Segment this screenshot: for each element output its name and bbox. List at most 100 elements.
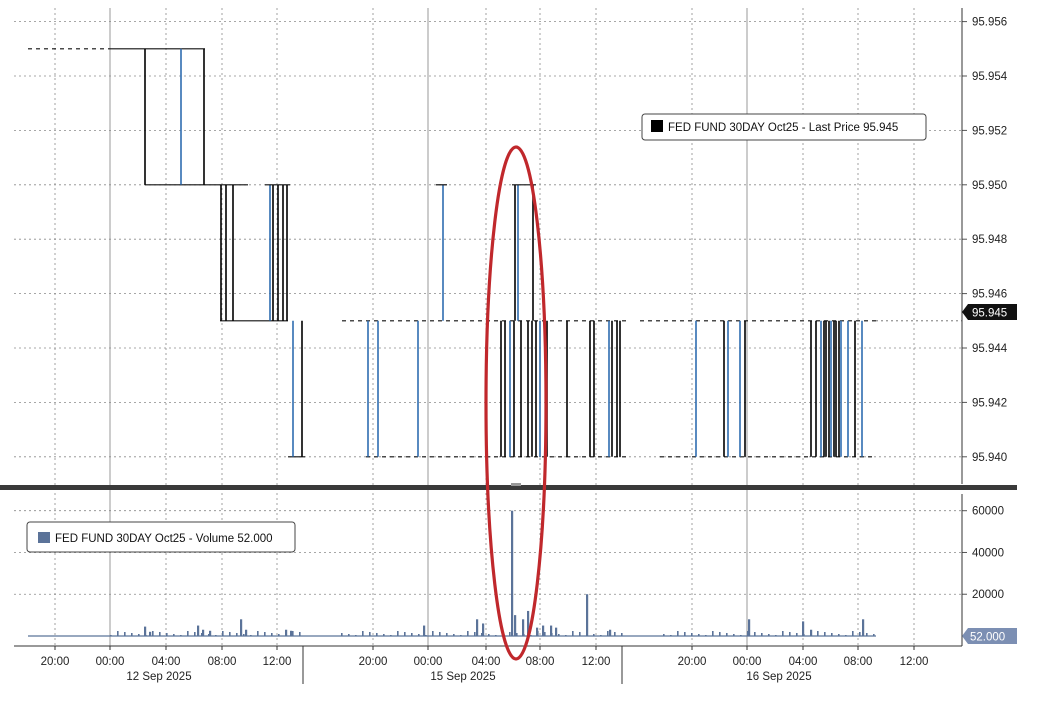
x-tick-label: 00:00 [96,656,125,668]
volume-bar [187,631,189,636]
volume-bar [514,615,517,636]
volume-bar [180,635,182,636]
volume-bar [831,633,833,636]
volume-bar [250,635,252,636]
volume-bar [124,632,126,636]
volume-bar [527,610,530,636]
x-tick-label: 20:00 [359,656,388,668]
price-last-value-callout: 95.945 [962,304,1017,320]
volume-bar [460,635,462,636]
volume-bar [488,634,490,636]
volume-bar [341,633,343,636]
price-legend-swatch [651,120,663,132]
volume-bar [550,625,553,636]
volume-bar [202,629,205,636]
volume-bar [712,631,714,636]
volume-bar [482,623,485,636]
volume-bar [586,594,589,636]
volume-bar [677,631,679,636]
legends: FED FUND 30DAY Oct25 - Last Price 95.945… [26,113,927,553]
volume-bar [453,634,455,636]
x-tick-label: 04:00 [789,656,818,668]
price-tick-label: 95.944 [972,343,1008,355]
volume-bar [215,635,217,636]
volume-bar [747,631,749,636]
volume-bar [862,619,865,636]
volume-bar [522,619,525,636]
x-tick-label: 00:00 [414,656,443,668]
volume-bar [775,635,777,636]
volume-bar [866,633,868,636]
volume-bar [166,633,168,636]
volume-bar [376,633,378,636]
volume-bar [852,631,854,636]
volume-bar [782,631,784,636]
volume-bar [537,631,539,636]
volume-bar [802,621,805,636]
volume-bar [803,634,805,636]
highlight-ellipse-annotation [484,145,548,661]
volume-bar [609,629,612,636]
x-tick-label: 12:00 [900,656,929,668]
volume-bar [476,619,479,636]
x-tick-label: 08:00 [526,656,555,668]
volume-bar [299,632,301,636]
volume-legend[interactable]: FED FUND 30DAY Oct25 - Volume 52.000 [26,521,296,553]
volume-last-value-callout: 52.000 [962,628,1017,644]
last-value-callouts: 95.945 52.000 [962,304,1017,644]
volume-bar [761,633,763,636]
volume-bar [810,629,813,636]
volume-tick-label: 60000 [972,506,1004,518]
price-tick-label: 95.954 [972,71,1008,83]
volume-bar [789,632,791,636]
volume-tick-label: 40000 [972,547,1004,559]
volume-bar [271,633,273,636]
volume-bar [740,635,742,636]
volume-bar [824,632,826,636]
volume-bar [425,635,427,636]
volume-bar [845,635,847,636]
price-tick-label: 95.956 [972,17,1007,29]
volume-legend-swatch [38,532,50,543]
volume-bar [285,635,287,636]
price-tick-label: 95.952 [972,125,1007,137]
volume-bar [278,634,280,636]
volume-bar [222,631,224,636]
x-tick-label: 08:00 [844,656,873,668]
x-tick-label: 00:00 [733,656,762,668]
x-tick-label: 04:00 [472,656,501,668]
volume-bar [229,632,231,636]
panel-divider-bar [0,485,1017,490]
price-tick-label: 95.942 [972,397,1007,409]
price-last-value-label: 95.945 [972,308,1007,320]
volume-legend-text: FED FUND 30DAY Oct25 - Volume 52.000 [55,533,273,545]
volume-bar [292,631,294,636]
volume-bar [423,625,426,636]
x-tick-label: 20:00 [41,656,70,668]
volume-bar [208,634,210,636]
volume-bar [565,635,567,636]
volume-bar [733,634,735,636]
price-legend-text: FED FUND 30DAY Oct25 - Last Price 95.945 [668,122,898,134]
volume-last-value-label: 52.000 [970,632,1005,644]
volume-bar [586,633,588,636]
volume-bar [264,632,266,636]
volume-bar [748,619,751,636]
volume-bar [663,634,665,636]
volume-tick-label: 20000 [972,589,1004,601]
x-tick-label: 12:00 [582,656,611,668]
x-date-label: 15 Sep 2025 [430,671,495,683]
volume-bar [144,626,147,636]
volume-bar [474,632,476,636]
price-legend[interactable]: FED FUND 30DAY Oct25 - Last Price 95.945 [641,113,927,141]
volume-bar [236,633,238,636]
volume-bar [348,634,350,636]
volume-bar [817,631,819,636]
volume-bar [152,631,154,636]
x-tick-label: 08:00 [208,656,237,668]
volume-bar [383,634,385,636]
x-date-label: 16 Sep 2025 [746,671,811,683]
price-tick-label: 95.946 [972,289,1007,301]
x-tick-label: 12:00 [263,656,292,668]
